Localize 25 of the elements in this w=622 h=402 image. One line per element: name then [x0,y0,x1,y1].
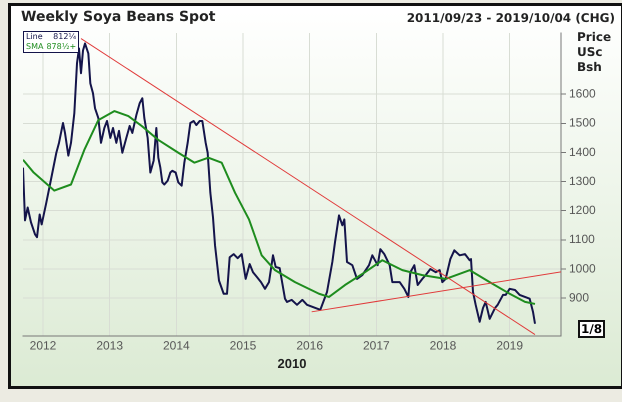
y-tick-label: 1100 [569,232,596,246]
y-tick-label: 1500 [569,116,596,130]
text: SMA [26,42,44,52]
annotation: 812¼ [53,32,76,42]
x-tick-label: 2017 [362,338,390,353]
y-tick-label: 1300 [569,174,596,188]
x-tick-label: 2014 [162,338,190,353]
y-tick-label: 1400 [569,144,596,159]
text: 1/8 [578,320,606,338]
y-tick-label: 1000 [569,261,596,276]
y-axis-title: Price USc Bsh [577,30,612,75]
x-tick-label: 2015 [230,338,257,353]
text: Line [26,32,43,42]
chart-title: Weekly Soya Beans Spot [21,9,216,25]
annotation: 878½+ [46,42,76,52]
x-tick-label: 2016 [296,338,324,353]
x-axis-title: 2010 [278,356,306,371]
x-tick-label: 2018 [430,338,457,353]
x-tick-label: 2012 [30,338,57,353]
y-tick-label: 1200 [569,203,596,218]
y-tick-label: 900 [569,290,590,304]
x-tick-label: 2013 [96,338,124,353]
y-tick-label: 1600 [569,86,596,100]
chart-subtitle: 2011/09/23 - 2019/10/04 (CHG) [406,11,615,25]
x-tick-label: 2019 [496,338,524,353]
